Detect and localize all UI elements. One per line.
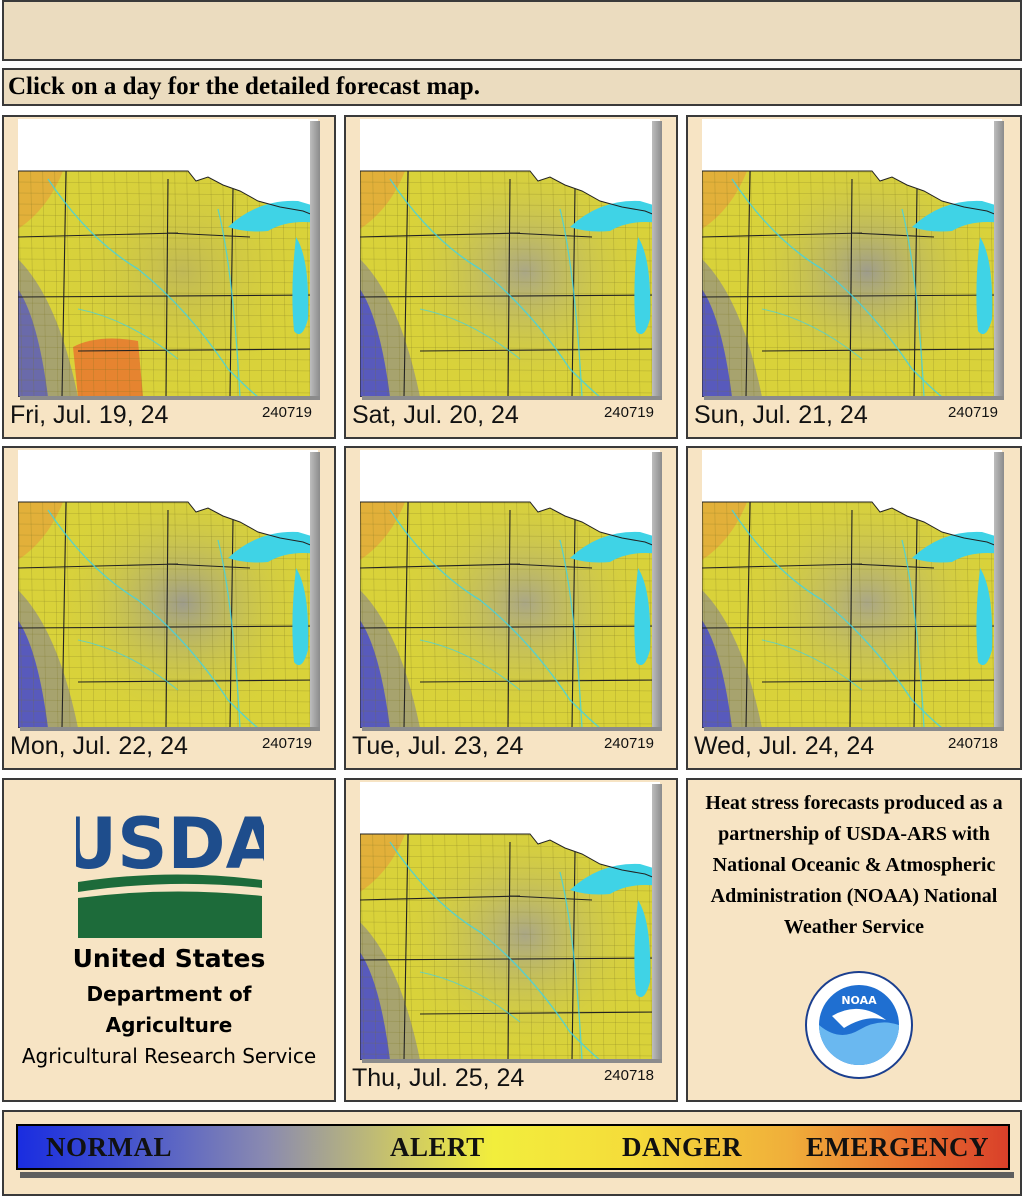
- instruction-text: Click on a day for the detailed forecast…: [2, 68, 1022, 106]
- day-forecast-4[interactable]: Mon, Jul. 22, 24 240719: [2, 446, 336, 770]
- day-forecast-2[interactable]: Sat, Jul. 20, 24 240719: [344, 115, 678, 439]
- day-forecast-5[interactable]: Tue, Jul. 23, 24 240719: [344, 446, 678, 770]
- top-banner: [2, 0, 1022, 61]
- forecast-map: [702, 450, 1002, 728]
- usda-ars: Agricultural Research Service: [21, 1044, 317, 1068]
- day-forecast-1[interactable]: Fri, Jul. 19, 24 240719: [2, 115, 336, 439]
- credit-text: Heat stress forecasts produced as a part…: [705, 792, 1003, 938]
- day-label: Sat, Jul. 20, 24: [352, 401, 519, 429]
- legend-alert: ALERT: [390, 1132, 485, 1162]
- svg-text:USDA: USDA: [76, 806, 264, 885]
- heat-stress-scale: NORMAL ALERT DANGER EMERGENCY: [16, 1124, 1010, 1170]
- forecast-map: [702, 119, 1002, 397]
- usda-panel: USDA United States Department of Agricul…: [2, 778, 336, 1102]
- day-label: Wed, Jul. 24, 24: [694, 732, 875, 760]
- run-code: 240719: [603, 735, 654, 752]
- day-label: Thu, Jul. 25, 24: [352, 1064, 525, 1092]
- day-label: Tue, Jul. 23, 24: [352, 732, 524, 760]
- day-forecast-6[interactable]: Wed, Jul. 24, 24 240718: [686, 446, 1022, 770]
- run-code: 240719: [261, 735, 312, 752]
- day-label: Sun, Jul. 21, 24: [694, 401, 868, 429]
- run-code: 240718: [947, 735, 998, 752]
- run-code: 240719: [603, 404, 654, 421]
- run-code: 240719: [947, 404, 998, 421]
- usda-logo: USDA: [76, 806, 264, 938]
- usda-department: Department of: [86, 982, 252, 1006]
- legend-danger: DANGER: [622, 1132, 743, 1162]
- day-forecast-3[interactable]: Sun, Jul. 21, 24 240719: [686, 115, 1022, 439]
- legend-normal: NORMAL: [46, 1132, 172, 1162]
- day-label: Mon, Jul. 22, 24: [10, 732, 188, 760]
- usda-title: United States: [72, 944, 266, 973]
- day-label: Fri, Jul. 19, 24: [10, 401, 169, 429]
- run-code: 240718: [603, 1067, 654, 1084]
- day-forecast-7[interactable]: Thu, Jul. 25, 24 240718: [344, 778, 678, 1102]
- forecast-map: [18, 450, 318, 728]
- usda-agriculture: Agriculture: [105, 1013, 233, 1037]
- forecast-map: [360, 782, 660, 1060]
- forecast-map: [360, 119, 660, 397]
- run-code: 240719: [261, 404, 312, 421]
- forecast-map: [18, 119, 318, 397]
- forecast-map: [360, 450, 660, 728]
- credit-panel: Heat stress forecasts produced as a part…: [686, 778, 1022, 1102]
- legend-emergency: EMERGENCY: [806, 1132, 990, 1162]
- svg-text:NOAA: NOAA: [841, 994, 877, 1007]
- noaa-logo: NOAA: [805, 971, 913, 1079]
- legend-panel: NORMAL ALERT DANGER EMERGENCY: [2, 1110, 1022, 1196]
